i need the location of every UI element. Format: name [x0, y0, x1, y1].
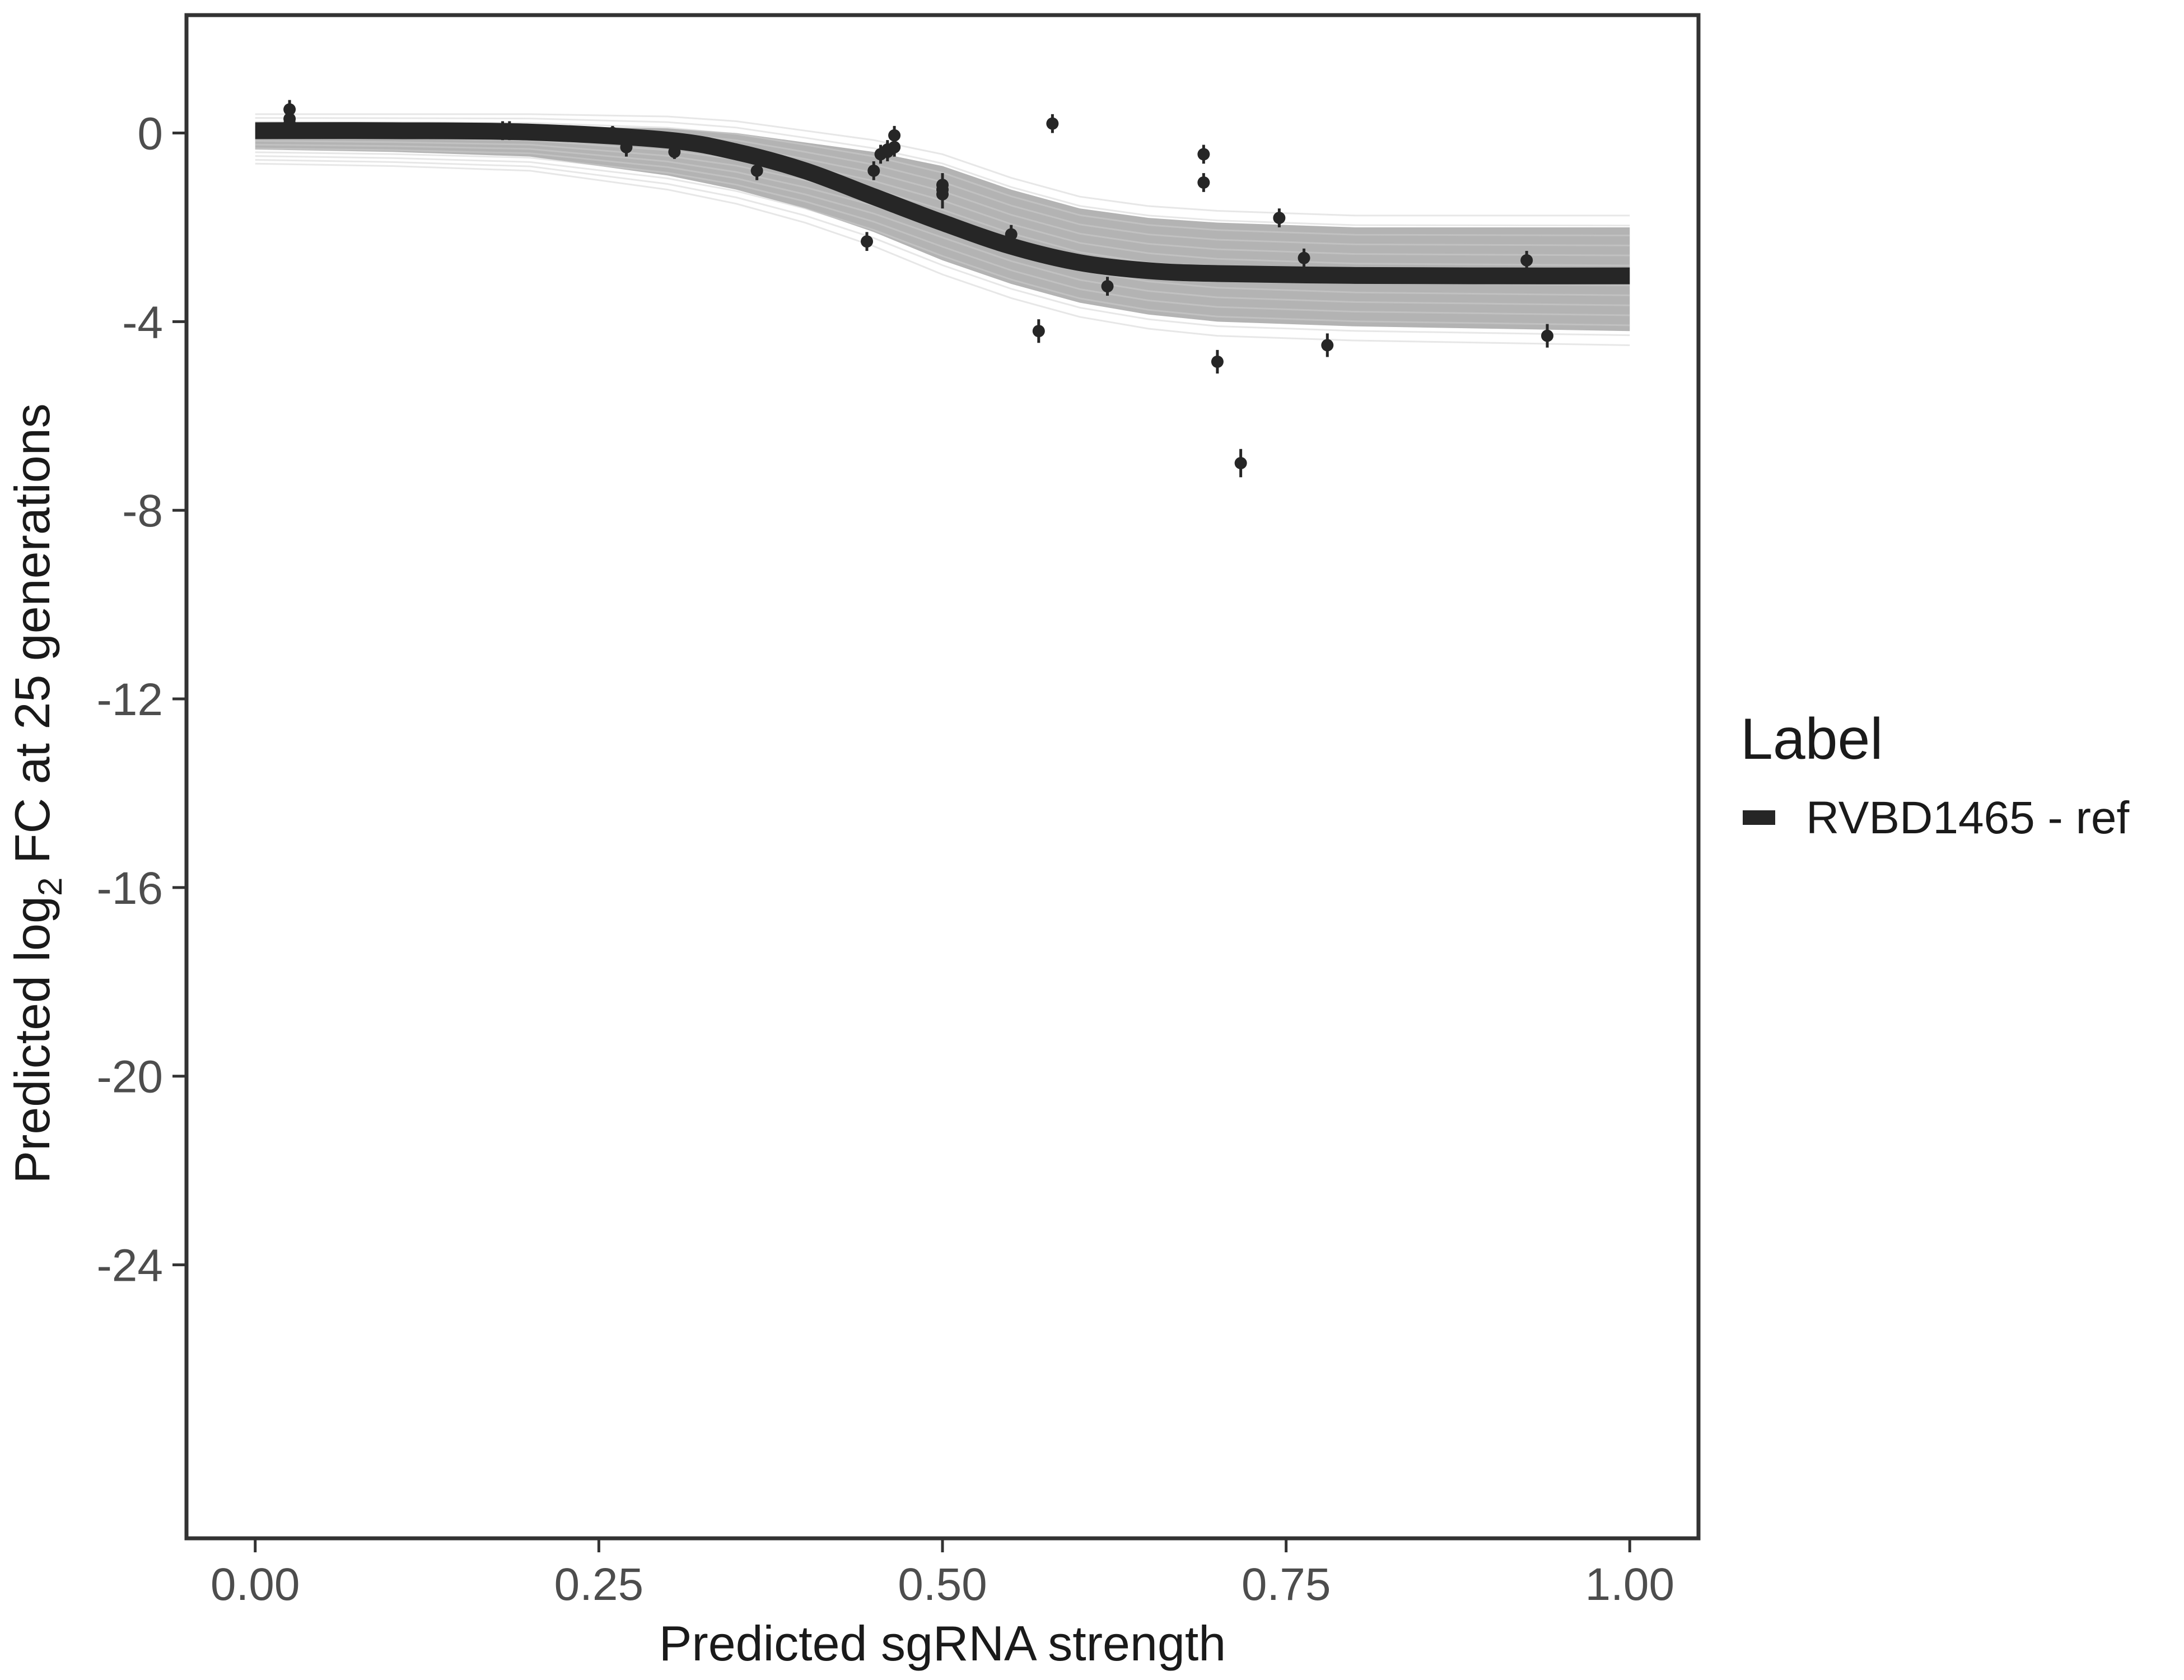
- data-point: [1211, 349, 1224, 374]
- fit-curve-layer: [255, 122, 1630, 284]
- y-tick-label: -16: [96, 863, 163, 914]
- y-axis-title: Predicted log2 FC at 25 generations: [4, 403, 69, 1183]
- data-point: [1273, 208, 1286, 227]
- point-marker: [861, 235, 873, 248]
- point-marker: [627, 131, 640, 144]
- point-marker: [1298, 251, 1310, 264]
- point-marker: [668, 146, 681, 158]
- y-tick-label: -12: [96, 674, 163, 725]
- y-tick-label: -8: [122, 486, 163, 536]
- x-tick-label: 0.25: [554, 1559, 644, 1610]
- fit-curve-rvbd1465: [255, 122, 1630, 284]
- point-marker: [503, 124, 516, 137]
- data-point: [1197, 144, 1210, 164]
- point-marker: [1273, 212, 1286, 225]
- y-axis-title-subscript: 2: [31, 878, 69, 896]
- posterior-draw: [255, 147, 1630, 306]
- posterior-draw: [255, 117, 1630, 227]
- point-marker: [1101, 280, 1114, 293]
- y-tick-label: -20: [96, 1052, 163, 1103]
- data-point: [1005, 225, 1018, 244]
- point-marker: [867, 164, 880, 177]
- posterior-draw: [255, 120, 1630, 237]
- point-marker: [750, 164, 763, 177]
- point-marker: [1032, 325, 1045, 338]
- legend: Label RVBD1465 - ref: [1740, 707, 2130, 843]
- data-point: [1101, 277, 1114, 296]
- point-marker: [1234, 457, 1247, 469]
- data-point: [881, 142, 894, 162]
- legend-label-rvbd1465: RVBD1465 - ref: [1806, 792, 2130, 843]
- data-point: [750, 161, 763, 180]
- data-point: [1298, 248, 1310, 268]
- data-point: [1046, 114, 1059, 133]
- legend-key-rvbd1465: [1743, 810, 1775, 825]
- x-axis: 0.00 0.25 0.50 0.75 1.00: [211, 1540, 1674, 1610]
- point-marker: [1005, 228, 1018, 241]
- data-point: [606, 125, 619, 141]
- data-point: [620, 137, 633, 157]
- data-point: [1520, 251, 1533, 270]
- point-marker: [1211, 355, 1224, 368]
- x-axis-title: Predicted sgRNA strength: [659, 1616, 1226, 1671]
- x-tick-label: 1.00: [1585, 1559, 1674, 1610]
- legend-title: Label: [1740, 707, 1883, 772]
- data-point: [861, 232, 873, 251]
- point-marker: [1046, 117, 1059, 130]
- plot-panel-border: [184, 13, 1701, 1541]
- point-marker: [1520, 254, 1533, 267]
- point-marker: [1541, 329, 1553, 342]
- point-marker: [1197, 148, 1210, 161]
- data-point: [1032, 319, 1045, 343]
- x-tick-label: 0.75: [1242, 1559, 1331, 1610]
- data-point: [936, 180, 949, 209]
- y-tick-label: -24: [96, 1240, 163, 1291]
- point-marker: [283, 117, 296, 130]
- x-tick-label: 0.50: [898, 1559, 987, 1610]
- point-marker: [606, 127, 619, 139]
- point-marker: [1321, 339, 1334, 352]
- y-axis: 0 -4 -8 -12 -16 -20 -24: [96, 109, 185, 1291]
- posterior-draw: [255, 155, 1630, 326]
- data-point: [503, 121, 516, 141]
- point-marker: [881, 146, 894, 158]
- data-point: [283, 114, 296, 133]
- point-marker: [936, 188, 949, 200]
- x-tick-label: 0.00: [211, 1559, 300, 1610]
- y-axis-title-suffix: FC at 25 generations: [4, 403, 60, 877]
- posterior-draw: [255, 113, 1630, 217]
- point-marker: [1197, 176, 1210, 189]
- data-point: [668, 144, 681, 159]
- y-tick-label: -4: [122, 297, 163, 348]
- posterior-draw: [255, 158, 1630, 337]
- data-point: [1321, 333, 1334, 357]
- data-point: [1197, 173, 1210, 192]
- posterior-draw: [255, 151, 1630, 316]
- data-point: [627, 130, 640, 145]
- y-tick-label: 0: [137, 109, 163, 160]
- data-point: [1541, 324, 1553, 348]
- data-points-layer: [283, 100, 1553, 478]
- point-marker: [620, 141, 633, 153]
- posterior-draw: [255, 162, 1630, 346]
- data-point: [867, 161, 880, 180]
- y-axis-title-prefix: Predicted log: [4, 896, 60, 1184]
- data-point: [1234, 449, 1247, 478]
- point-marker: [888, 129, 901, 142]
